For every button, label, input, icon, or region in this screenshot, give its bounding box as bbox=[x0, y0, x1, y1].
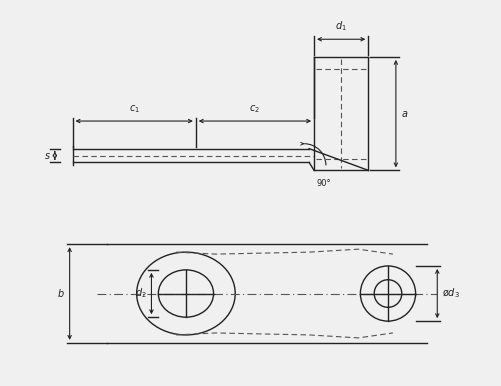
Text: $d_2$: $d_2$ bbox=[135, 287, 146, 300]
Text: a: a bbox=[402, 108, 408, 119]
Text: $c_1$: $c_1$ bbox=[129, 103, 140, 115]
Text: 90°: 90° bbox=[316, 179, 331, 188]
Text: s: s bbox=[45, 151, 50, 161]
Text: b: b bbox=[58, 288, 64, 298]
Text: $c_2$: $c_2$ bbox=[249, 103, 261, 115]
Text: ø$d_3$: ø$d_3$ bbox=[442, 287, 460, 300]
Text: $d_1$: $d_1$ bbox=[335, 20, 347, 33]
